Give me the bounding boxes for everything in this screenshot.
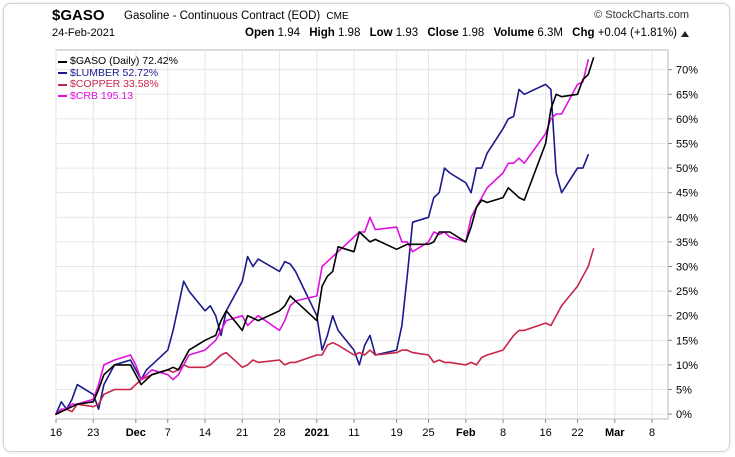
- volume-label: Volume: [493, 27, 535, 39]
- symbol-description: Gasoline - Continuous Contract (EOD) CME: [124, 10, 349, 22]
- y-tick-label: 35%: [676, 237, 698, 249]
- legend-swatch: [58, 72, 67, 75]
- y-tick-label: 25%: [676, 286, 698, 298]
- y-tick-label: 15%: [676, 335, 698, 347]
- volume-value: 6.3M: [537, 27, 563, 39]
- legend-item: $CRB 195.13: [58, 89, 178, 103]
- x-tick-label: 8: [649, 427, 655, 439]
- legend-item: $COPPER 33.58%: [58, 78, 178, 91]
- y-tick-label: 0%: [676, 409, 692, 421]
- x-tick-label: 25: [422, 427, 434, 439]
- legend-item: $GASO (Daily) 72.42%: [58, 55, 178, 68]
- x-tick-label: 16: [539, 427, 551, 439]
- y-tick-label: 30%: [676, 261, 698, 273]
- y-tick-label: 40%: [676, 212, 698, 224]
- close-value: 1.98: [461, 27, 485, 39]
- legend-item: $LUMBER 52.72%: [58, 66, 178, 80]
- y-tick-label: 65%: [676, 89, 698, 101]
- change-up-arrow-icon: [681, 31, 689, 37]
- x-tick-label: 23: [87, 427, 99, 439]
- x-tick-label: Mar: [605, 427, 625, 439]
- x-tick-label: Dec: [126, 427, 146, 439]
- x-tick-label: 19: [390, 427, 402, 439]
- y-tick-label: 50%: [676, 163, 698, 175]
- x-tick-label: Feb: [456, 427, 476, 439]
- x-tick-label: 28: [273, 427, 285, 439]
- legend-swatch: [58, 83, 67, 86]
- legend-label: $COPPER 33.58%: [70, 78, 159, 90]
- legend-label: $LUMBER 52.72%: [70, 66, 159, 79]
- open-value: 1.94: [277, 27, 300, 39]
- x-tick-label: 22: [571, 427, 583, 439]
- x-tick-label: 21: [236, 427, 248, 439]
- low-value: 1.93: [395, 27, 419, 39]
- change-value: +0.04 (+1.81%): [597, 27, 677, 39]
- change-label: Chg: [572, 27, 595, 39]
- description-text: Gasoline - Continuous Contract (EOD): [124, 10, 321, 22]
- legend-label: $GASO (Daily) 72.42%: [70, 55, 178, 67]
- legend-label: $CRB 195.13: [70, 89, 134, 102]
- close-label: Close: [427, 27, 459, 39]
- chart-legend: $GASO (Daily) 72.42% $LUMBER 52.72% $COPPE…: [58, 55, 178, 103]
- y-tick-label: 55%: [676, 138, 698, 150]
- x-tick-label: 16: [50, 427, 62, 439]
- symbol-title: $GASO: [52, 7, 105, 24]
- x-tick-label: 14: [199, 427, 211, 439]
- high-value: 1.98: [337, 27, 361, 39]
- exchange-label: CME: [326, 11, 349, 22]
- x-tick-label: 2021: [305, 427, 329, 439]
- open-label: Open: [245, 27, 275, 39]
- y-tick-label: 10%: [676, 360, 698, 372]
- y-tick-label: 45%: [676, 188, 698, 200]
- y-tick-label: 20%: [676, 311, 698, 323]
- legend-swatch: [58, 95, 67, 98]
- series-line-gasodaily: [55, 57, 595, 415]
- x-tick-label: 8: [500, 427, 506, 439]
- low-label: Low: [369, 27, 393, 39]
- series-line-crb: [55, 59, 589, 415]
- y-tick-label: 5%: [676, 384, 692, 396]
- high-label: High: [309, 27, 335, 39]
- x-tick-label: 11: [348, 427, 359, 439]
- chart-date: 24-Feb-2021: [52, 27, 115, 39]
- legend-swatch: [58, 60, 67, 63]
- stockcharts-brand[interactable]: © StockCharts.com: [594, 9, 689, 21]
- y-tick-label: 60%: [676, 114, 698, 126]
- ohlc-summary: Open 1.94 High 1.98 Low 1.93 Close 1.98 …: [245, 27, 677, 39]
- x-tick-label: 7: [165, 427, 171, 439]
- y-tick-label: 70%: [676, 65, 698, 77]
